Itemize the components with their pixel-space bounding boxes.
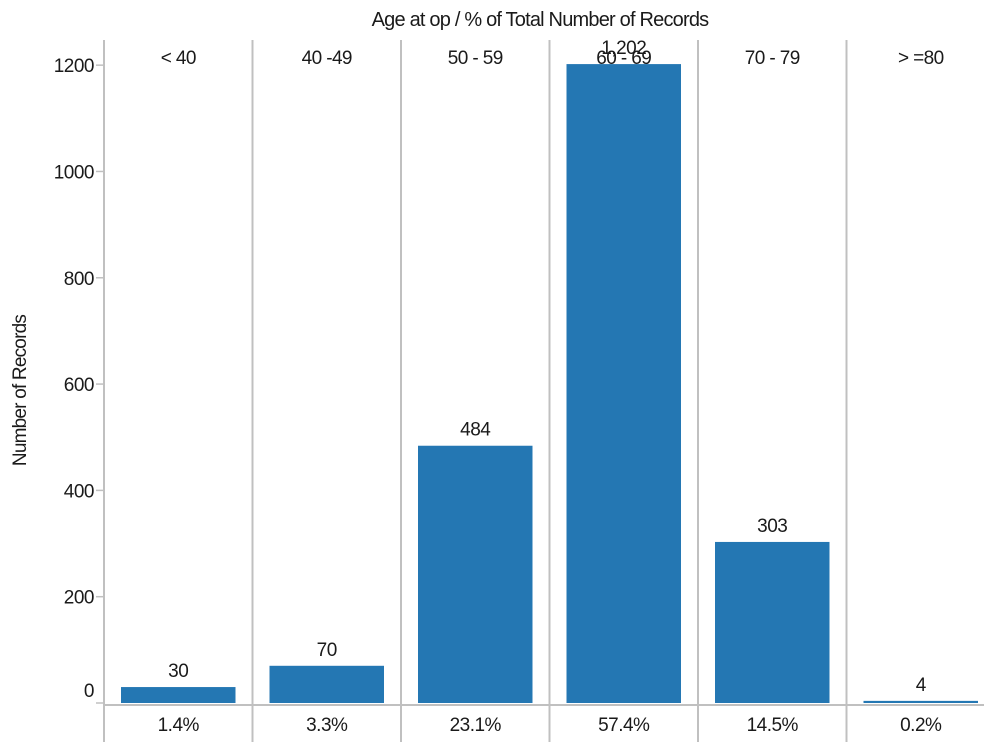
y-tick-label: 800 [64, 269, 94, 290]
y-axis-title: Number of Records [10, 315, 31, 466]
category-label: 70 - 79 [745, 48, 800, 69]
bars [121, 64, 978, 704]
percent-label: 1.4% [158, 715, 200, 736]
bar [566, 64, 681, 704]
y-axis: 0 200 400 600 800 1000 1200 [54, 56, 104, 704]
y-tick-label: 1000 [54, 162, 94, 183]
category-label: 50 - 59 [448, 48, 503, 69]
bar [715, 541, 830, 703]
bar [418, 445, 533, 703]
category-headers: < 40 40 -49 50 - 59 60 - 69 70 - 79 > =80 [161, 48, 944, 69]
percent-label: 3.3% [306, 715, 348, 736]
percent-label: 0.2% [900, 715, 942, 736]
chart-title: Age at op / % of Total Number of Records [372, 9, 710, 31]
value-label: 1,202 [601, 38, 646, 59]
y-tick-label: 200 [64, 588, 94, 609]
percent-label: 14.5% [747, 715, 799, 736]
value-label: 303 [757, 516, 787, 537]
y-tick-label: 0 [84, 681, 94, 702]
percent-label: 57.4% [598, 715, 650, 736]
y-tick-label: 1200 [54, 56, 94, 77]
bar [863, 700, 978, 703]
value-label: 484 [460, 420, 491, 441]
category-label: < 40 [161, 48, 196, 69]
column-dividers [103, 40, 984, 742]
bar [121, 687, 236, 703]
category-label: 40 -49 [302, 48, 352, 69]
value-label: 30 [168, 661, 188, 682]
value-labels: 30 70 484 1,202 303 4 [168, 38, 927, 696]
y-tick-label: 400 [64, 481, 94, 502]
y-tick-label: 600 [64, 375, 94, 396]
value-label: 70 [317, 640, 337, 661]
category-label: > =80 [898, 48, 944, 69]
percent-labels: 1.4% 3.3% 23.1% 57.4% 14.5% 0.2% [158, 715, 943, 736]
percent-label: 23.1% [450, 715, 502, 736]
category-label: 60 - 69 [596, 48, 651, 69]
bar [269, 665, 384, 703]
value-label: 4 [916, 675, 927, 696]
